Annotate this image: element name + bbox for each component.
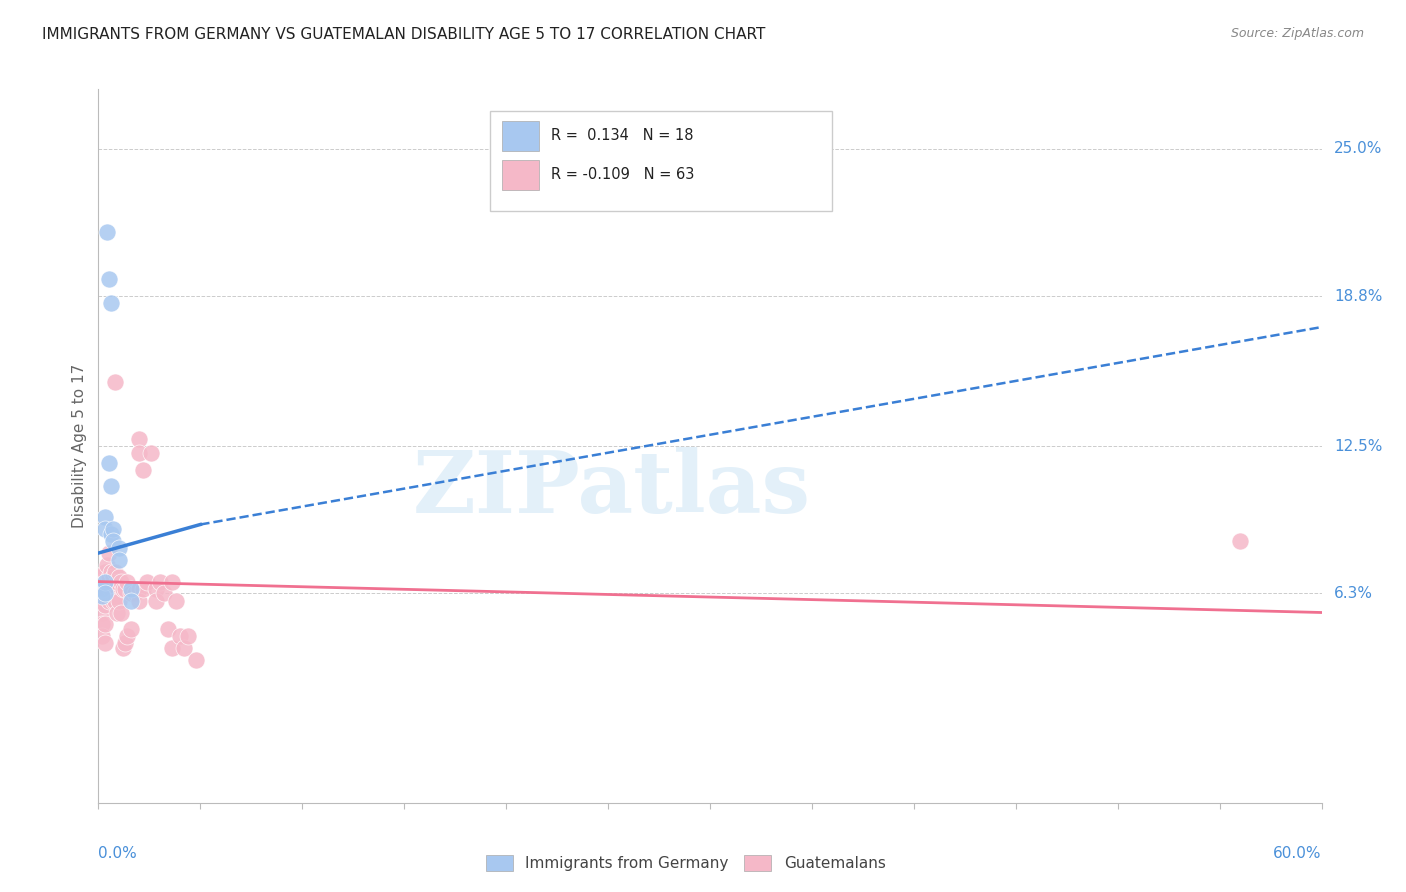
Point	[93, 582, 115, 596]
Point	[91, 586, 114, 600]
Point	[165, 593, 187, 607]
Point	[89, 593, 111, 607]
Point	[120, 593, 142, 607]
Point	[108, 541, 131, 556]
FancyBboxPatch shape	[489, 111, 832, 211]
Point	[105, 606, 128, 620]
Point	[111, 641, 134, 656]
Point	[128, 446, 150, 460]
Point	[156, 622, 179, 636]
Text: Source: ZipAtlas.com: Source: ZipAtlas.com	[1230, 27, 1364, 40]
Point	[141, 446, 163, 460]
Point	[186, 653, 208, 667]
Point	[101, 570, 124, 584]
Point	[96, 225, 118, 239]
Text: R = -0.109   N = 63: R = -0.109 N = 63	[551, 168, 695, 182]
Point	[149, 574, 172, 589]
Point	[93, 510, 115, 524]
Point	[120, 586, 142, 600]
Point	[104, 375, 127, 389]
Point	[1229, 534, 1251, 549]
Point	[91, 589, 114, 603]
Point	[101, 593, 124, 607]
Point	[93, 636, 115, 650]
Point	[160, 641, 183, 656]
Point	[114, 582, 136, 596]
Point	[101, 522, 124, 536]
Bar	[502, 160, 538, 190]
Point	[97, 546, 120, 560]
Point	[115, 574, 138, 589]
Point	[96, 558, 118, 572]
Point	[91, 629, 114, 643]
Point	[91, 582, 114, 596]
Point	[93, 599, 115, 613]
Point	[128, 582, 150, 596]
Text: ZIPatlas: ZIPatlas	[413, 447, 811, 531]
Point	[120, 622, 142, 636]
Y-axis label: Disability Age 5 to 17: Disability Age 5 to 17	[72, 364, 87, 528]
Point	[132, 582, 155, 596]
Point	[111, 582, 134, 596]
Point	[104, 565, 127, 579]
Point	[124, 586, 146, 600]
Point	[108, 593, 131, 607]
Point	[173, 641, 195, 656]
Point	[91, 574, 114, 589]
Legend: Immigrants from Germany, Guatemalans: Immigrants from Germany, Guatemalans	[479, 849, 891, 877]
Point	[100, 565, 122, 579]
Point	[105, 574, 128, 589]
Point	[97, 272, 120, 286]
Point	[128, 432, 150, 446]
Text: IMMIGRANTS FROM GERMANY VS GUATEMALAN DISABILITY AGE 5 TO 17 CORRELATION CHART: IMMIGRANTS FROM GERMANY VS GUATEMALAN DI…	[42, 27, 765, 42]
Point	[101, 534, 124, 549]
Point	[97, 593, 120, 607]
Point	[115, 629, 138, 643]
Point	[108, 553, 131, 567]
Point	[89, 570, 111, 584]
Point	[136, 574, 159, 589]
Point	[100, 479, 122, 493]
Point	[128, 593, 150, 607]
Point	[93, 617, 115, 632]
Point	[89, 582, 111, 596]
Point	[93, 574, 115, 589]
Point	[152, 586, 174, 600]
Point	[96, 574, 118, 589]
Point	[145, 582, 167, 596]
Point	[93, 586, 115, 600]
Text: 25.0%: 25.0%	[1334, 141, 1382, 156]
Point	[93, 522, 115, 536]
Point	[97, 570, 120, 584]
Text: 12.5%: 12.5%	[1334, 439, 1382, 453]
Text: 18.8%: 18.8%	[1334, 289, 1382, 303]
Point	[91, 606, 114, 620]
Point	[120, 582, 142, 596]
Text: R =  0.134   N = 18: R = 0.134 N = 18	[551, 128, 693, 143]
Text: 60.0%: 60.0%	[1274, 846, 1322, 861]
Text: 6.3%: 6.3%	[1334, 586, 1372, 601]
Point	[145, 593, 167, 607]
Point	[169, 629, 191, 643]
Point	[108, 570, 131, 584]
Point	[100, 582, 122, 596]
Point	[91, 617, 114, 632]
Point	[110, 606, 132, 620]
Point	[132, 463, 155, 477]
Point	[97, 456, 120, 470]
Point	[160, 574, 183, 589]
Point	[110, 574, 132, 589]
Point	[100, 527, 122, 541]
Point	[104, 593, 127, 607]
Bar	[502, 120, 538, 151]
Text: 0.0%: 0.0%	[98, 846, 138, 861]
Point	[100, 296, 122, 310]
Point	[93, 565, 115, 579]
Point	[177, 629, 200, 643]
Point	[114, 636, 136, 650]
